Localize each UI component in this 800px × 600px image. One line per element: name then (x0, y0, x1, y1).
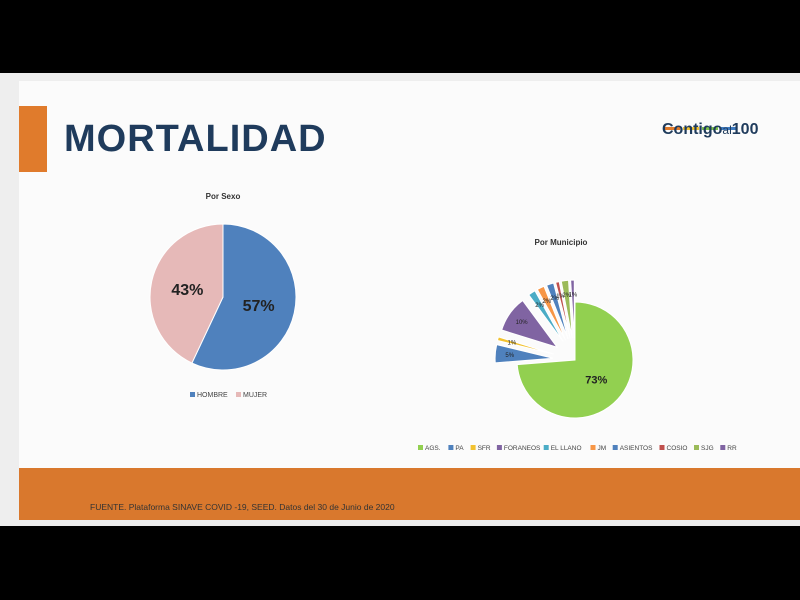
legend-swatch (543, 445, 549, 450)
brand-logo: Contigoal100 (662, 121, 759, 138)
chart-title-municipio: Por Municipio (535, 238, 588, 247)
data-label: 57% (243, 298, 275, 315)
legend-label: PA (455, 445, 464, 452)
data-label: 10% (516, 320, 529, 326)
pie-slice-pa (494, 343, 554, 364)
legend-swatch (496, 445, 502, 450)
legend-swatch (720, 445, 726, 450)
legend-label: FORANEOS (504, 445, 541, 452)
slide-content (19, 81, 800, 468)
pie-slice-jm (536, 285, 567, 341)
data-label: 1% (556, 294, 565, 300)
legend-swatch (612, 445, 618, 450)
pie-slice-cosio (554, 281, 571, 339)
data-label: 2% (543, 299, 552, 305)
legend-label: COSIO (667, 445, 688, 452)
slide: MORTALIDAD Contigoal100 Por Sexo 57% 43% HO… (0, 73, 800, 526)
legend-label: HOMBRE (197, 392, 228, 399)
logo-color-bar (664, 117, 754, 130)
legend-label: EL LLANO (551, 445, 582, 452)
footer-bar: FUENTE. Plataforma SINAVE COVID -19, SEE… (19, 468, 800, 520)
chart-title-sexo: Por Sexo (206, 192, 241, 201)
data-label: 2% (535, 303, 544, 309)
legend-label: RR (727, 445, 737, 452)
pie-slice-mujer (149, 223, 224, 364)
legend-label: SJG (701, 445, 714, 452)
legend-label: JM (598, 445, 607, 452)
legend-swatch (694, 445, 699, 450)
pie-slice-rr (570, 279, 575, 339)
pie-slice-ags- (516, 301, 634, 419)
legend-swatch (236, 392, 241, 397)
pie-slice-asientos (545, 282, 569, 340)
legend-label: MUJER (243, 392, 267, 399)
pie-slice-sfr (496, 336, 554, 355)
legend-swatch (659, 445, 665, 450)
data-label: 73% (585, 375, 607, 387)
source-note: FUENTE. Plataforma SINAVE COVID -19, SEE… (90, 502, 395, 512)
pie-slice-el-llano (528, 290, 564, 342)
legend-label: SFR (478, 445, 491, 452)
legend-swatch (448, 445, 454, 450)
data-label: 5% (505, 353, 514, 359)
pie-slice-hombre (191, 223, 297, 371)
legend-label: ASIENTOS (620, 445, 653, 452)
legend-swatch (590, 445, 596, 450)
data-label: 2% (562, 293, 571, 299)
pie-slice-sjg (560, 279, 573, 339)
page-title: MORTALIDAD (64, 118, 327, 160)
legend-swatch (190, 392, 195, 397)
legend-label: AGS. (425, 445, 441, 452)
data-label: 1% (569, 293, 578, 299)
legend-swatch (470, 445, 476, 450)
data-label: 2% (550, 296, 559, 302)
legend-swatch (418, 445, 423, 450)
data-label: 1% (508, 341, 517, 347)
title-accent-bar (19, 106, 47, 172)
charts-canvas: Por Sexo 57% 43% HOMBRE MUJER Por Municipio 73… (149, 192, 737, 452)
pie-slice-foraneos (501, 299, 559, 349)
data-label: 43% (171, 282, 203, 299)
